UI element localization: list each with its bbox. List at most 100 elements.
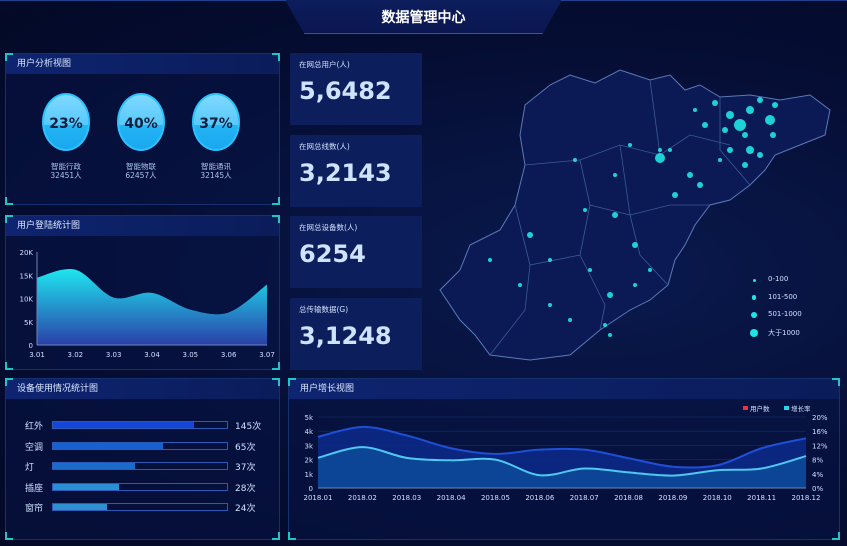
y-tick-label-left: 4k [304,428,313,436]
x-tick-label: 2018.03 [392,494,421,502]
x-tick-label: 2018.06 [525,494,554,502]
x-tick-label: 2018.01 [304,494,333,502]
y-tick-label-left: 2k [304,457,313,465]
x-tick-label: 2018.12 [792,494,821,502]
percent-gauge: 40% [117,93,165,151]
map-data-point [613,173,617,177]
map-data-point [712,100,718,106]
map-data-point [632,242,638,248]
area-series [318,447,806,488]
x-tick-label: 2018.11 [747,494,776,502]
legend-label: 0-100 [768,275,789,283]
y-tick-label-right: 12% [812,442,828,450]
map-data-point [718,158,722,162]
map-data-point [628,143,632,147]
gauge-caption: 智能物联 62457人 [125,162,157,180]
divider [562,0,847,1]
x-tick-label: 2018.07 [570,494,599,502]
region-map[interactable] [430,55,847,365]
bar-value: 65次 [235,442,256,453]
y-tick-label: 20K [20,249,34,257]
y-tick-label-right: 16% [812,428,828,436]
bar-track [52,482,228,491]
map-data-point [583,208,587,212]
stat-card-online-devices: 在网总设备数(人) 6254 [290,216,422,288]
user-growth-chart: 0 0% 1k 4% 2k 8% 3k 12% 4k 16% 5k 20% 用户数 增长率 2018.01 2… [304,404,828,502]
x-tick-label: 3.05 [183,351,199,359]
y-tick-label-right: 20% [812,414,828,422]
divider [0,0,285,1]
map-data-point [734,119,746,131]
map-data-point [518,283,522,287]
legend-label: 501-1000 [768,310,802,318]
login-area-chart: 0 5K 10K 15K 20K 3.01 3.02 3.03 3.04 3.05 3.06 3.07 [20,249,275,359]
x-tick-label: 2018.05 [481,494,510,502]
map-data-point [757,97,763,103]
map-data-point [648,268,652,272]
bar-track [52,441,228,450]
bar-fill [53,463,135,469]
device-bar-row: 红外 145次 [25,419,270,432]
map-data-point [702,122,708,128]
x-tick-label: 3.03 [106,351,122,359]
legend-label: 大于1000 [768,328,800,337]
y-tick-label: 10K [20,296,34,304]
y-tick-label: 0 [29,342,33,350]
map-data-point [727,147,733,153]
bar-track [52,462,228,470]
stat-card-online-lines: 在网总线数(人) 3,2143 [290,135,422,207]
bar-label: 红外 [25,422,44,432]
legend-dot-icon [752,278,756,282]
y-tick-label-right: 8% [812,457,823,465]
bar-label: 灯 [25,463,35,473]
y-tick-label-right: 0% [812,485,823,493]
panel-title: 设备使用情况统计图 [6,379,279,399]
y-tick-label-left: 0 [309,485,313,493]
bar-label: 插座 [25,483,44,494]
device-usage-panel: 设备使用情况统计图 [5,378,280,540]
y-tick-label-left: 3k [304,442,313,450]
x-tick-label: 2018.09 [658,494,687,502]
bar-label: 窗帘 [25,504,44,514]
map-data-point [633,283,637,287]
area-series [37,268,267,345]
map-data-point [655,153,665,163]
bar-value: 145次 [235,422,262,432]
map-data-point [746,106,754,114]
map-data-point [693,108,697,112]
percent-gauge: 23% [42,93,90,151]
panel-title: 用户增长视图 [289,379,839,399]
x-tick-label: 3.02 [68,351,84,359]
map-data-point [772,102,778,108]
title-bar [285,0,562,34]
map-data-point [668,148,672,152]
map-data-point [757,152,763,158]
map-data-point [658,148,662,152]
bar-fill [53,504,107,510]
bar-value: 28次 [235,483,256,494]
map-data-point [687,172,693,178]
map-data-point [742,162,748,168]
device-bar-row: 灯 37次 [25,460,270,473]
device-bar-row: 窗帘 24次 [25,501,270,514]
legend-label: 用户数 [750,404,770,413]
map-data-point [568,318,572,322]
map-data-point [608,333,612,337]
map-data-point [548,303,552,307]
map-data-point [548,258,552,262]
panel-title: 用户分析视图 [6,54,279,74]
bar-fill [53,442,163,449]
map-data-point [527,232,533,238]
legend-label: 101-500 [768,292,798,301]
gauge-caption: 智能行政 32451人 [50,162,82,180]
bar-value: 37次 [235,463,256,473]
bar-track [52,421,228,429]
legend-dot-icon [751,312,757,318]
map-data-point [770,132,776,138]
bar-fill [53,422,194,428]
map-data-point [742,132,748,138]
legend-dot-icon [751,295,757,300]
x-tick-label: 2018.08 [614,494,643,502]
x-tick-label: 2018.02 [348,494,377,502]
map-data-point [672,192,678,198]
